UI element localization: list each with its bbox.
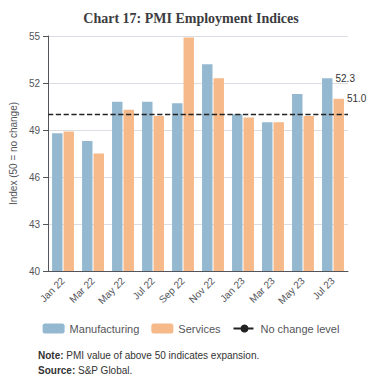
svg-text:Source:: Source: — [38, 365, 75, 376]
svg-text:Mar 22: Mar 22 — [67, 275, 97, 305]
svg-text:52: 52 — [29, 78, 41, 89]
svg-text:Sep 22: Sep 22 — [157, 275, 187, 305]
svg-text:PMI value of above 50 indicate: PMI value of above 50 indicates expansio… — [64, 350, 260, 361]
svg-text:Jan 23: Jan 23 — [218, 275, 247, 304]
svg-text:40: 40 — [29, 266, 41, 277]
svg-text:43: 43 — [29, 219, 41, 230]
svg-text:Jan 22: Jan 22 — [38, 275, 67, 304]
svg-text:49: 49 — [29, 125, 41, 136]
svg-text:No change level: No change level — [261, 323, 340, 335]
svg-text:Nov 22: Nov 22 — [187, 275, 217, 305]
svg-text:51.0: 51.0 — [347, 93, 367, 104]
svg-text:Services: Services — [178, 323, 221, 335]
svg-text:52.3: 52.3 — [335, 73, 355, 84]
svg-text:Index (50 = no change): Index (50 = no change) — [8, 102, 19, 205]
svg-text:Note:: Note: — [38, 350, 64, 361]
svg-text:Mar 23: Mar 23 — [247, 275, 277, 305]
svg-text:Jul 22: Jul 22 — [130, 275, 157, 302]
svg-text:May 22: May 22 — [96, 275, 127, 306]
svg-text:Manufacturing: Manufacturing — [70, 323, 140, 335]
svg-text:55: 55 — [29, 31, 41, 42]
svg-text:Chart 17: PMI Employment Indic: Chart 17: PMI Employment Indices — [83, 11, 299, 26]
svg-text:Jul 23: Jul 23 — [310, 275, 337, 302]
svg-text:46: 46 — [29, 172, 41, 183]
svg-text:May 23: May 23 — [276, 275, 307, 306]
svg-text:S&P Global.: S&P Global. — [75, 365, 132, 376]
